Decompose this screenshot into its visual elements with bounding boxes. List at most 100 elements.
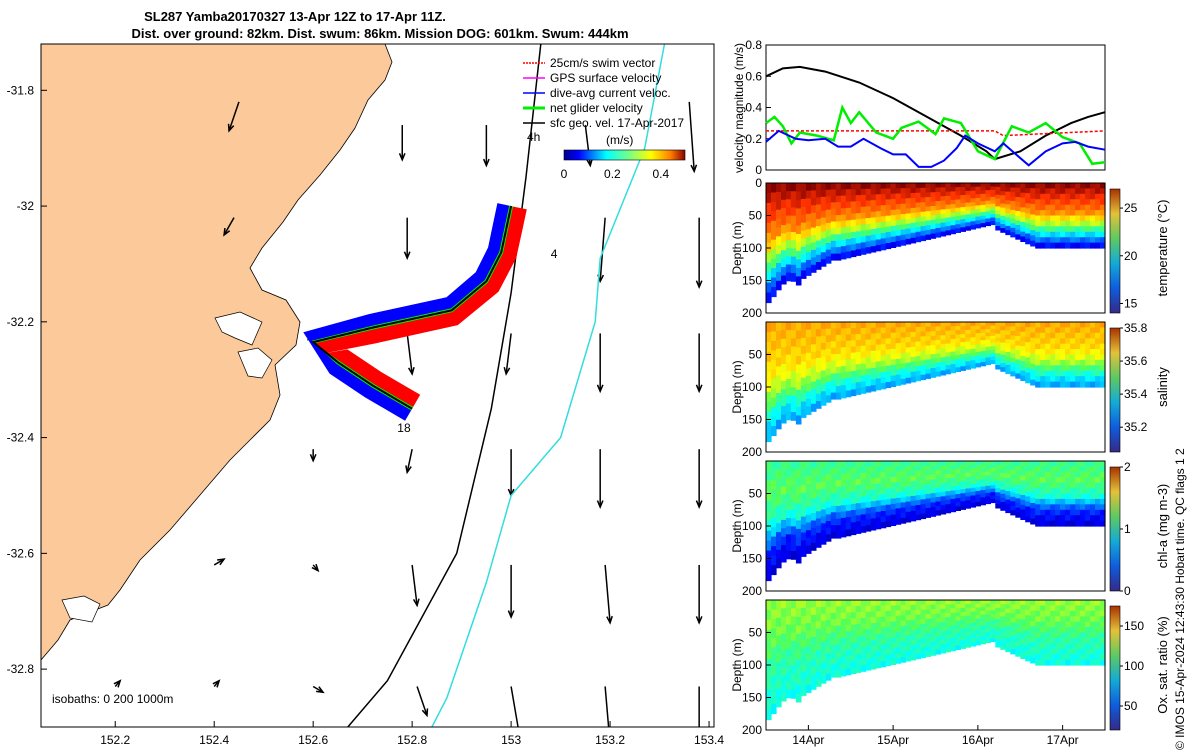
depth-ticklabel: 100 xyxy=(742,241,762,255)
colorbar-label: chl-a (mg m-3) xyxy=(1155,484,1170,569)
map-x-ticklabel: 152.4 xyxy=(199,733,229,747)
colorbar-ticklabel: 25 xyxy=(1124,201,1138,215)
credit-text: © IMOS 15-Apr-2024 12:43:30 Hobart time.… xyxy=(1173,448,1187,750)
map-colorbar-ticks: 0 0.2 0.4 xyxy=(561,167,670,181)
current-vector xyxy=(688,101,698,174)
velocity-panel: 0 0.2 0.4 0.6 0.8 velocity magnitude (m/s) xyxy=(732,38,1106,177)
map-x-ticklabel: 152.8 xyxy=(397,733,427,747)
colorbar-ticklabel: 0 xyxy=(561,167,568,181)
legend-gps: GPS surface velocity xyxy=(550,71,661,85)
section-colorbar xyxy=(1109,188,1121,314)
current-vector xyxy=(312,685,325,694)
map-y-ticklabel: -32 xyxy=(17,199,35,213)
colorbar-ticklabel: 20 xyxy=(1124,249,1138,263)
colorbar-ticklabel: 0.4 xyxy=(652,167,669,181)
legend-swim: 25cm/s swim vector xyxy=(550,56,655,70)
colorbar-ticklabel: 35.4 xyxy=(1124,387,1148,401)
colorbar-ticklabel: 100 xyxy=(1124,659,1144,673)
velocity-ticklabel: 0.4 xyxy=(745,101,762,115)
glider-track-band xyxy=(303,203,527,421)
velocity-axes xyxy=(765,44,1106,171)
depth-ticklabel: 50 xyxy=(749,487,763,501)
depth-ticklabel: 0 xyxy=(755,176,762,190)
surface-current-vectors xyxy=(113,101,703,727)
depth-ticklabel: 200 xyxy=(742,723,762,737)
legend-net: net glider velocity xyxy=(550,101,643,115)
lake-1 xyxy=(214,311,263,346)
map-x-ticklabel: 152.2 xyxy=(100,733,130,747)
track-labels: 4 18 xyxy=(397,247,557,435)
velocity-series-line xyxy=(765,129,1106,168)
current-vector xyxy=(416,686,429,718)
figure-title-line2: Dist. over ground: 82km. Dist. swum: 86k… xyxy=(131,26,628,41)
velocity-ticklabel: 0.6 xyxy=(745,69,762,83)
current-vector xyxy=(698,686,700,727)
map-y-ticklabel: -32.4 xyxy=(7,431,35,445)
time-axis: 14Apr 15Apr 16Apr 17Apr xyxy=(792,725,1079,747)
depth-ticklabel: 150 xyxy=(742,413,762,427)
velocity-ticklabel: 0 xyxy=(755,163,762,177)
section-colorbar xyxy=(1109,605,1121,731)
track-label: 18 xyxy=(397,421,411,435)
map-x-ticklabel: 153 xyxy=(501,733,521,747)
time-ticklabel: 15Apr xyxy=(877,733,909,747)
depth-ylabel: Depth (m) xyxy=(730,638,744,691)
isobath-note: isobaths: 0 200 1000m xyxy=(52,692,173,706)
map-y-ticklabel: -32.2 xyxy=(7,315,35,329)
current-vector xyxy=(695,333,703,394)
colorbar-ticklabel: 35.8 xyxy=(1124,321,1148,335)
current-vector xyxy=(596,449,604,509)
colorbar-label: Ox. sat. ratio (%) xyxy=(1155,616,1170,714)
depth-ticklabel: 200 xyxy=(742,306,762,320)
dive-avg-band xyxy=(303,203,512,421)
colorbar-ticklabel: 1 xyxy=(1124,522,1131,536)
figure-title-line1: SL287 Yamba20170327 13-Apr 12Z to 17-Apr… xyxy=(144,9,446,24)
time-ticklabel: 16Apr xyxy=(962,733,994,747)
current-vector xyxy=(309,449,317,463)
depth-ticklabel: 100 xyxy=(742,658,762,672)
section-colorbar xyxy=(1109,327,1121,453)
time-ticklabel: 17Apr xyxy=(1047,733,1079,747)
map-x-ticklabel: 152.6 xyxy=(298,733,328,747)
section-panel-salinity: 50 100 150 200 Depth (m) 35.8 35.6 35.4 35.2 sali… xyxy=(730,321,1170,459)
lake-3 xyxy=(61,595,101,623)
current-vector xyxy=(113,679,122,688)
current-vector xyxy=(503,333,512,376)
depth-ticklabel: 150 xyxy=(742,691,762,705)
velocity-ticklabel: 0.2 xyxy=(745,132,762,146)
scale-label: 4h xyxy=(527,130,540,144)
map-y-ticklabel: -31.8 xyxy=(7,83,35,97)
colorbar-ticklabel: 0.2 xyxy=(604,167,621,181)
map-y-ticks: -31.8 -32 -32.2 -32.4 -32.6 -32.8 xyxy=(7,83,47,676)
current-vector xyxy=(405,449,413,475)
map-x-ticks: 152.2 152.4 152.6 152.8 153 153.2 153.4 xyxy=(100,721,724,747)
map-x-ticklabel: 153.2 xyxy=(595,733,625,747)
section-cells xyxy=(766,600,1106,721)
depth-ticklabel: 200 xyxy=(742,445,762,459)
current-vector xyxy=(213,558,226,566)
colorbar-ticklabel: 15 xyxy=(1124,296,1138,310)
current-vector xyxy=(510,686,519,727)
isobath-200m xyxy=(347,44,542,727)
velocity-series-line xyxy=(765,104,1106,166)
colorbar-label: salinity xyxy=(1155,367,1170,407)
depth-ticklabel: 200 xyxy=(742,584,762,598)
section-cells xyxy=(766,322,1106,443)
depth-ylabel: Depth (m) xyxy=(730,221,744,274)
colorbar-unit: (m/s) xyxy=(606,133,633,147)
map-y-ticklabel: -32.6 xyxy=(7,546,35,560)
map-frame xyxy=(40,43,715,728)
current-vector xyxy=(212,679,221,688)
land-mass xyxy=(41,44,393,661)
depth-ticklabel: 100 xyxy=(742,519,762,533)
glider-track xyxy=(311,205,513,410)
legend-sfc: sfc geo. vel. 17-Apr-2017 xyxy=(550,116,684,130)
current-vector xyxy=(398,125,406,162)
depth-ticklabel: 50 xyxy=(749,209,763,223)
section-cells xyxy=(766,461,1106,582)
current-vector xyxy=(406,333,415,376)
colorbar-ticklabel: 0 xyxy=(1124,584,1131,598)
